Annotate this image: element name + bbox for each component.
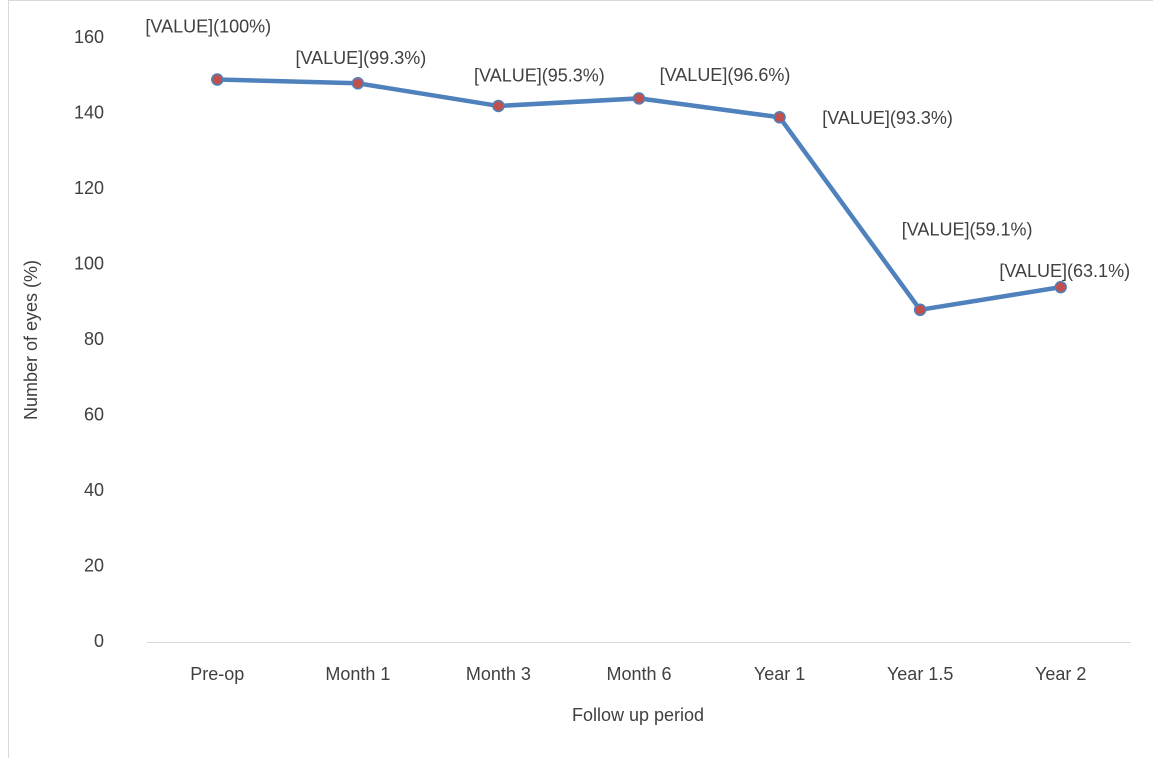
data-point xyxy=(211,73,224,86)
y-tick-label: 140 xyxy=(74,102,104,122)
data-label: [VALUE](99.3%) xyxy=(295,48,426,68)
x-tick-label: Year 1 xyxy=(754,664,805,684)
x-axis-title: Follow up period xyxy=(572,705,704,725)
y-tick-label: 80 xyxy=(84,329,104,349)
data-label: [VALUE](59.1%) xyxy=(902,220,1033,240)
y-tick-label: 40 xyxy=(84,480,104,500)
y-tick-label: 120 xyxy=(74,178,104,198)
y-axis-title: Number of eyes (%) xyxy=(21,260,41,420)
data-label: [VALUE](96.6%) xyxy=(660,65,791,85)
data-label: [VALUE](93.3%) xyxy=(822,108,953,128)
x-tick-label: Month 1 xyxy=(325,664,390,684)
data-label: [VALUE](95.3%) xyxy=(474,66,605,86)
y-tick-label: 100 xyxy=(74,253,104,273)
data-label: [VALUE](100%) xyxy=(145,16,271,36)
data-point xyxy=(913,303,927,317)
y-tick-label: 60 xyxy=(84,404,104,424)
x-tick-label: Year 1.5 xyxy=(887,664,953,684)
y-tick-label: 0 xyxy=(94,631,104,651)
x-tick-label: Month 6 xyxy=(606,664,671,684)
x-tick-label: Pre-op xyxy=(190,664,244,684)
data-point xyxy=(492,99,505,113)
data-label: [VALUE](63.1%) xyxy=(999,261,1130,281)
data-point xyxy=(773,111,786,124)
x-tick-label: Month 3 xyxy=(466,664,531,684)
y-tick-label: 160 xyxy=(74,27,104,47)
data-point xyxy=(351,77,365,90)
data-point xyxy=(632,92,646,105)
y-tick-label: 20 xyxy=(84,555,104,575)
data-point xyxy=(1054,280,1067,294)
x-tick-label: Year 2 xyxy=(1035,664,1086,684)
